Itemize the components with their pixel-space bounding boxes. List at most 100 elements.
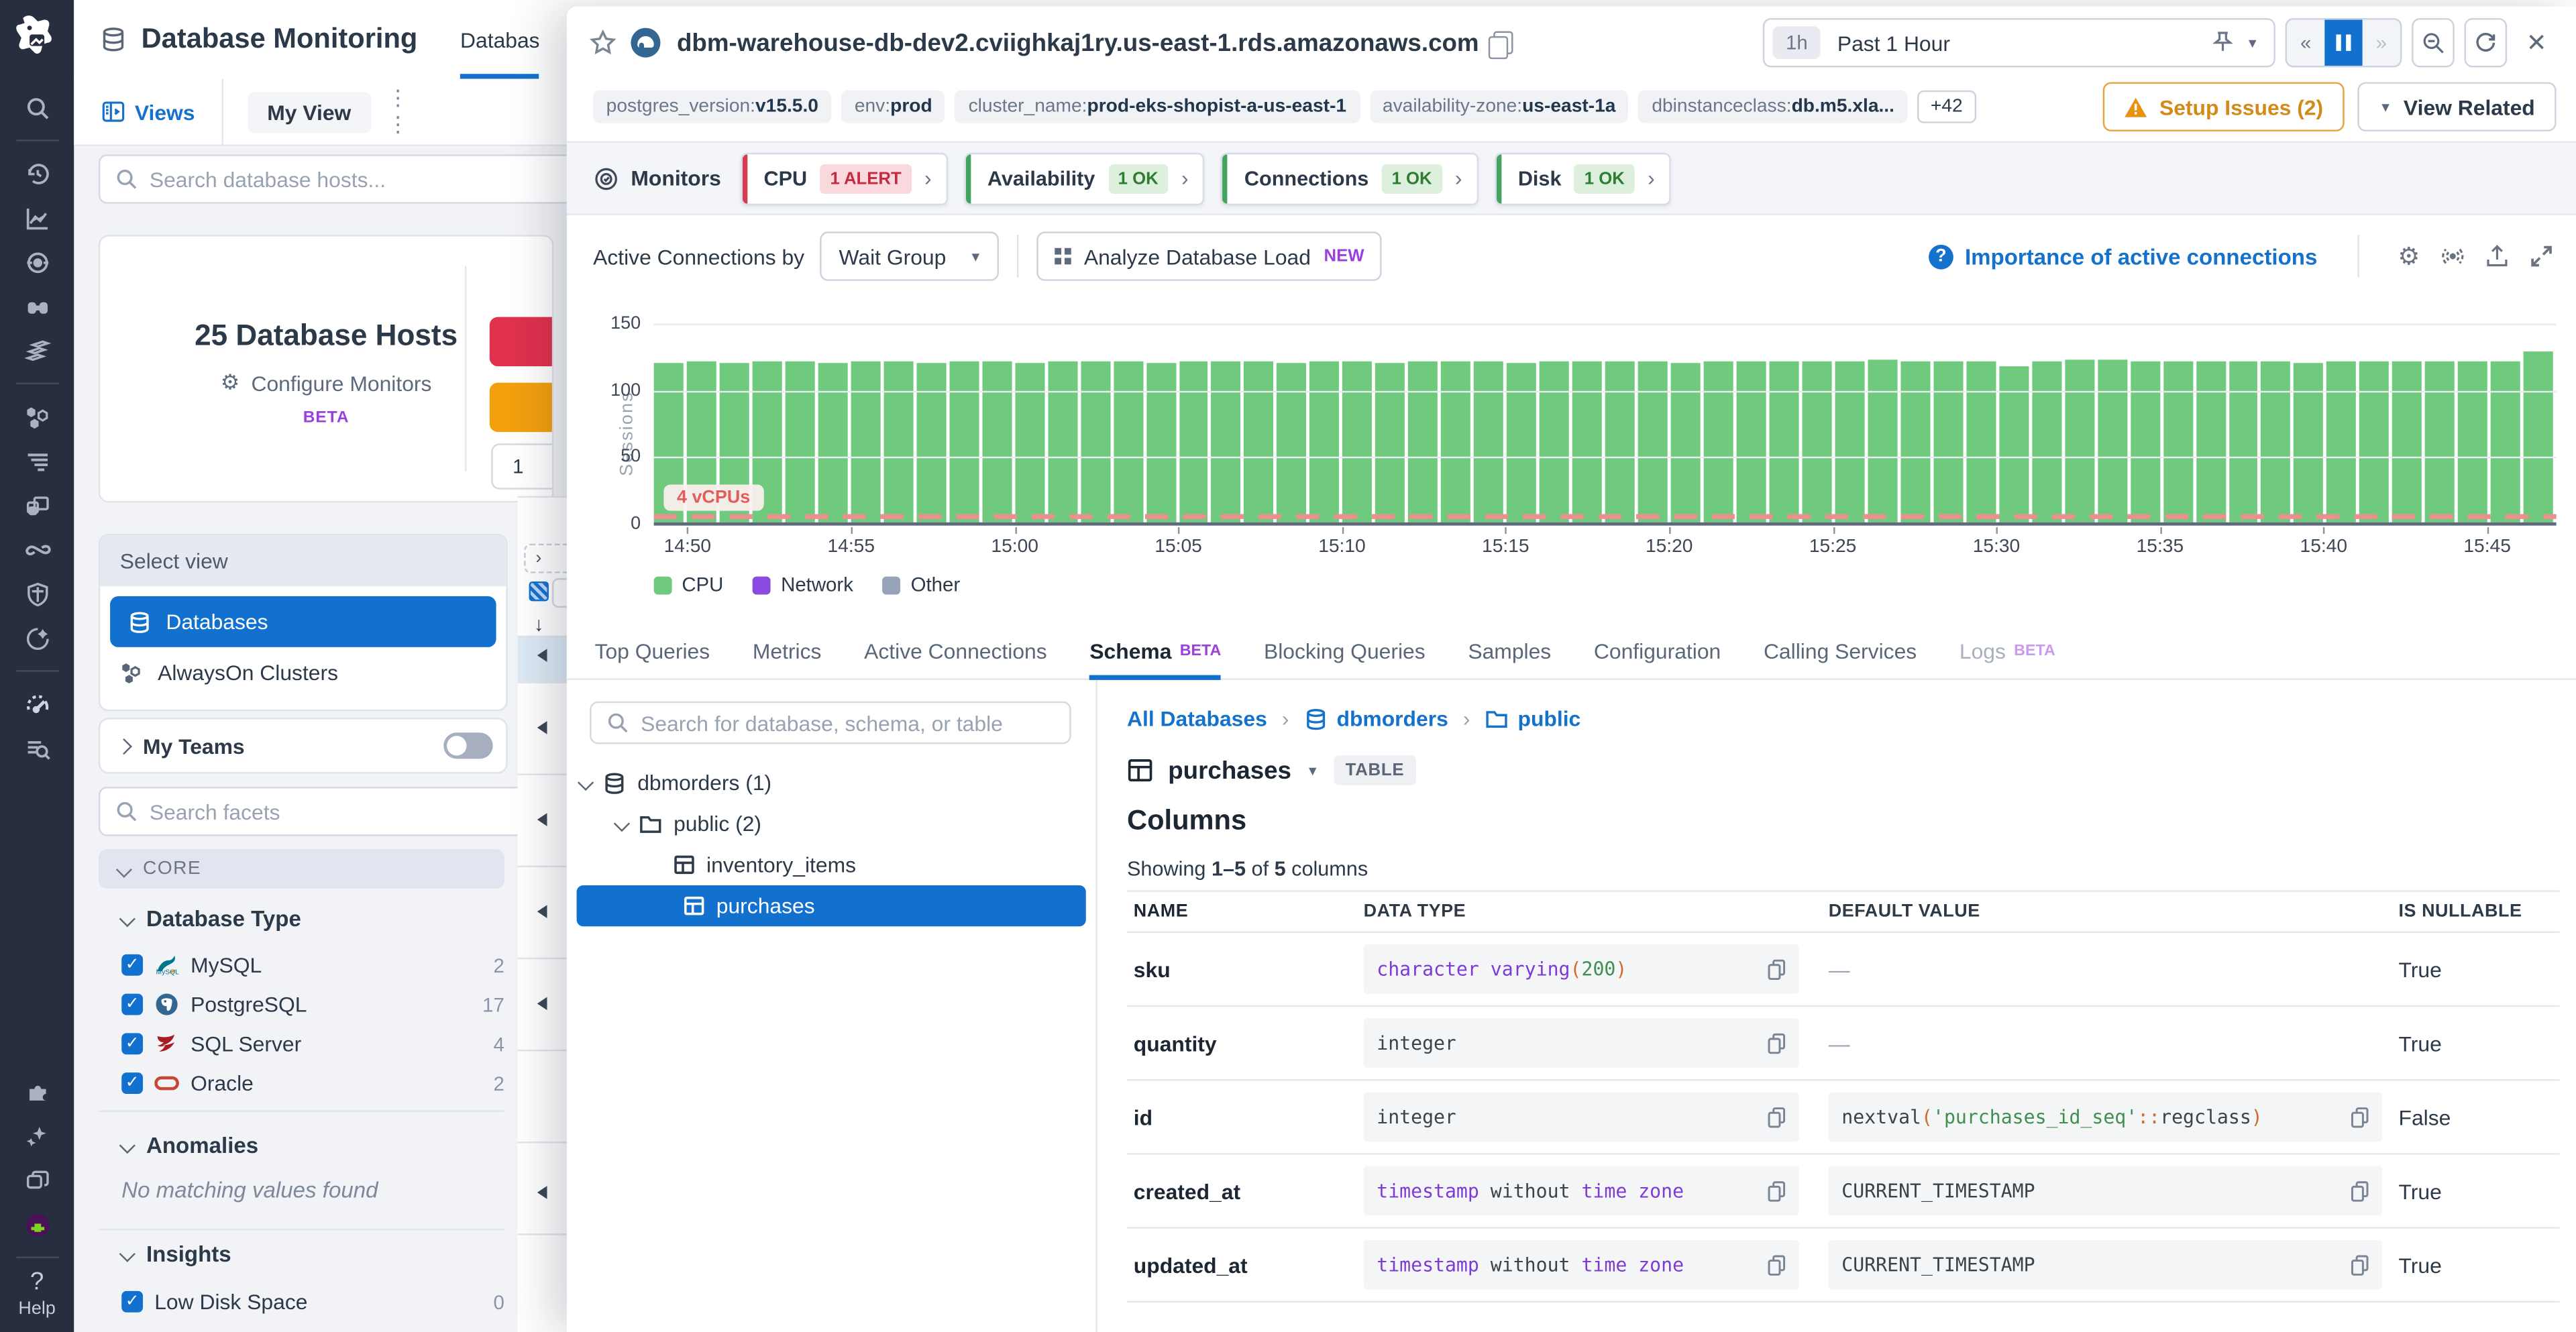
tab-configuration[interactable]: Configuration [1593, 639, 1721, 664]
alert-count-bar[interactable] [489, 317, 552, 367]
checkbox-checked[interactable]: ✓ [121, 1072, 144, 1095]
facet-group-title[interactable]: Database Type [119, 907, 504, 932]
export-icon[interactable] [2485, 245, 2508, 268]
synthetics-link-icon[interactable] [0, 527, 74, 571]
tab-calling-services[interactable]: Calling Services [1763, 639, 1917, 664]
legend-item-other[interactable]: Other [882, 573, 960, 596]
facet-search-input[interactable]: Search facets [98, 787, 537, 836]
bar[interactable] [1998, 366, 2029, 522]
bar[interactable] [1277, 363, 1307, 522]
bar[interactable] [1736, 362, 1766, 522]
bar[interactable] [949, 362, 979, 522]
help-button[interactable]: ? Help [18, 1268, 55, 1319]
bar[interactable] [1441, 362, 1471, 522]
tab-logs[interactable]: Logs BETA [1959, 639, 2055, 664]
bar[interactable] [1047, 362, 1077, 522]
importance-link[interactable]: ? Importance of active connections [1929, 243, 2317, 269]
count-chip[interactable]: 1 [491, 443, 552, 490]
breadcrumb-dbmorders[interactable]: dbmorders [1304, 706, 1448, 731]
tab-top-queries[interactable]: Top Queries [594, 639, 710, 664]
legend-item-network[interactable]: Network [753, 573, 853, 596]
apm-windows-icon[interactable] [0, 483, 74, 527]
checkbox-checked[interactable]: ✓ [121, 1290, 144, 1313]
monitor-card-disk[interactable]: Disk 1 OK › [1495, 152, 1672, 205]
copy-icon[interactable] [1768, 958, 1786, 980]
tab-blocking-queries[interactable]: Blocking Queries [1263, 639, 1426, 664]
watchdog-binoculars-icon[interactable] [0, 284, 74, 329]
bar[interactable] [1212, 362, 1242, 522]
gear-icon[interactable]: ⚙ [2398, 243, 2420, 272]
tree-item-dbmorders[interactable]: dbmorders (1) [567, 762, 1096, 803]
bar[interactable] [1835, 362, 1865, 522]
schema-search-input[interactable]: Search for database, schema, or table [590, 701, 1071, 744]
sort-descending-icon[interactable]: ↓ [533, 612, 544, 636]
wait-group-select[interactable]: Wait Group ▼ [819, 231, 999, 281]
view-related-button[interactable]: ▼ View Related [2357, 82, 2557, 131]
facet-item-oracle[interactable]: ✓ Oracle 2 [121, 1064, 504, 1102]
bar[interactable] [785, 362, 815, 522]
my-teams-toggle[interactable] [443, 732, 493, 759]
bar[interactable] [1309, 362, 1340, 522]
bar[interactable] [1540, 362, 1570, 522]
bar[interactable] [1572, 362, 1602, 522]
bar[interactable] [1244, 362, 1274, 522]
bar[interactable] [2491, 362, 2521, 522]
copy-icon[interactable] [1768, 1106, 1786, 1127]
dashboards-layers-icon[interactable] [0, 329, 74, 373]
bar[interactable] [2326, 362, 2357, 522]
copy-icon[interactable] [2351, 1254, 2369, 1276]
bar[interactable] [883, 362, 914, 522]
bar[interactable] [818, 363, 848, 522]
bar[interactable] [1900, 362, 1931, 522]
bar[interactable] [981, 362, 1012, 522]
step-back-button[interactable]: « [2300, 31, 2312, 54]
tab-metrics[interactable]: Metrics [752, 639, 822, 664]
core-section-header[interactable]: CORE [98, 849, 504, 889]
table-name[interactable]: purchases [1168, 756, 1292, 785]
search-icon[interactable] [0, 85, 74, 129]
tree-item-public[interactable]: public (2) [567, 803, 1096, 844]
breadcrumb-public[interactable]: public [1485, 706, 1580, 731]
bar[interactable] [2458, 362, 2488, 522]
metrics-icon[interactable] [0, 195, 74, 239]
facet-item-sql-server[interactable]: ✓ SQL Server 4 [121, 1025, 504, 1062]
zoom-out-button[interactable] [2412, 17, 2455, 68]
workspaces-copies-icon[interactable] [0, 1158, 74, 1203]
step-forward-button[interactable]: » [2375, 31, 2387, 54]
user-avatar[interactable] [0, 1203, 74, 1247]
bar[interactable] [851, 362, 881, 522]
bar[interactable] [1638, 362, 1668, 522]
pin-icon[interactable] [2212, 32, 2233, 54]
bar[interactable] [1868, 359, 1898, 522]
tab-schema[interactable]: Schema BETA [1089, 639, 1222, 680]
bar[interactable] [1179, 362, 1209, 522]
my-teams-toggle-row[interactable]: My Teams [98, 718, 508, 774]
bar[interactable] [1080, 360, 1110, 522]
bar[interactable] [1966, 362, 1996, 522]
bar[interactable] [1605, 362, 1635, 522]
facet-item-postgresql[interactable]: ✓ PostgreSQL 17 [121, 985, 504, 1023]
checkbox-checked[interactable]: ✓ [121, 1033, 144, 1055]
history-icon[interactable] [0, 151, 74, 195]
bar[interactable] [2425, 362, 2455, 522]
dbm-speedometer-icon[interactable] [0, 681, 74, 726]
tag-chip[interactable]: env:prod [841, 90, 946, 123]
datadog-logo-icon[interactable] [12, 13, 61, 62]
refresh-button[interactable] [2464, 17, 2508, 68]
tag-chip[interactable]: dbinstanceclass:db.m5.xla... [1638, 90, 1908, 123]
security-shield-icon[interactable] [0, 571, 74, 616]
partial-checkbox[interactable] [529, 581, 549, 602]
pause-button[interactable] [2324, 19, 2363, 66]
bar[interactable] [2229, 360, 2259, 522]
bar[interactable] [1408, 362, 1438, 522]
bar[interactable] [2359, 362, 2390, 522]
bar[interactable] [1342, 362, 1373, 522]
analyze-database-load-button[interactable]: Analyze Database Load NEW [1036, 231, 1383, 281]
bar[interactable] [1375, 363, 1405, 522]
expand-row-button[interactable]: › [524, 543, 567, 573]
kebab-menu-icon[interactable]: ⋮ ⋮ [387, 85, 409, 137]
bar[interactable] [2130, 362, 2160, 522]
bar[interactable] [2294, 363, 2324, 522]
monitor-card-cpu[interactable]: CPU 1 ALERT › [741, 152, 949, 205]
monitor-card-availability[interactable]: Availability 1 OK › [964, 152, 1205, 205]
